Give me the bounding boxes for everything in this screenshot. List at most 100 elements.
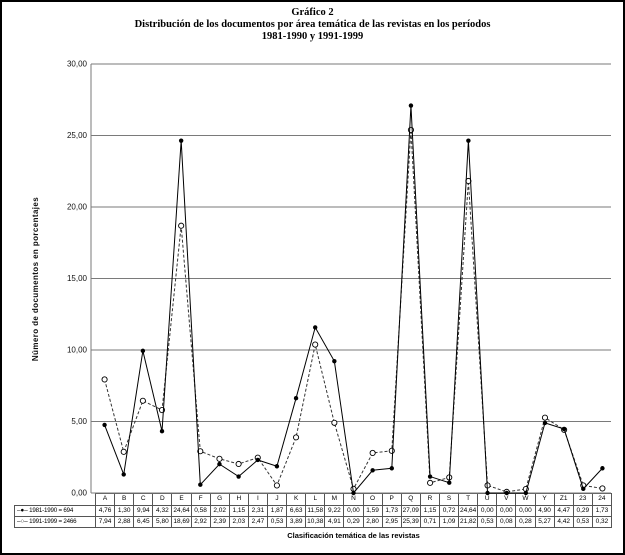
marker-open-circle [197,448,204,455]
y-tick-label: 25,00 [67,131,88,140]
chart-title-block: Gráfico 2 Distribución de los documentos… [2,7,623,43]
value-cell: 2,31 [247,505,268,517]
column-header-K: K [286,493,307,506]
open-circle-legend-icon: –○– [17,517,30,525]
column-header-23: 23 [572,493,593,506]
marker-open-circle [350,485,357,492]
marker-filled-circle [389,466,394,471]
y-tick-label: 15,00 [67,274,88,283]
value-cell: 1,15 [419,505,440,517]
value-cell: 1,30 [114,505,135,517]
value-cell: 27,09 [400,505,421,517]
value-cell: 18,69 [171,516,192,528]
column-header-C: C [133,493,154,506]
marker-open-circle [331,419,338,426]
chart-title: Gráfico 2 [291,7,334,18]
value-cell: 4,90 [534,505,555,517]
marker-filled-circle [466,138,471,143]
marker-filled-circle [121,472,126,477]
marker-open-circle [139,397,146,404]
marker-filled-circle [313,325,318,330]
value-cell: 3,89 [286,516,307,528]
y-axis-title: Número de documentos en porcentajes [31,197,40,361]
value-cell: 2,47 [247,516,268,528]
marker-open-circle [273,482,280,489]
column-header-W: W [515,493,536,506]
marker-open-circle [369,449,376,457]
marker-filled-circle [274,464,280,469]
marker-filled-circle [159,429,165,434]
marker-open-circle [599,485,606,492]
column-header-Y: Y [534,493,555,506]
marker-open-circle [178,222,185,229]
column-header-V: V [496,493,517,506]
column-header-24: 24 [591,493,613,506]
value-cell: 1,73 [591,505,613,517]
table-corner [15,494,96,506]
column-header-S: S [438,493,460,506]
column-header-R: R [419,493,440,506]
marker-open-circle [541,414,549,421]
value-cell: 0,29 [572,505,593,517]
marker-open-circle [254,454,261,461]
marker-open-circle [465,177,472,185]
table-row-series-1: –●– 1981-1990 = 694 4,76 1,30 9,94 4,32 24,64… [14,505,613,517]
marker-open-circle [446,474,453,481]
value-cell: 6,45 [133,516,154,528]
y-tick-label: 30,00 [67,60,88,69]
value-cell: 0,00 [515,505,536,517]
value-cell: 5,80 [152,516,173,528]
marker-filled-circle [542,420,548,426]
chart-data-table: A B C D E F G H I J K L M N O P Q R S T U V W Y Z1 23 24 –●– 1981-1… [14,493,613,528]
marker-open-circle [293,434,300,441]
y-tick-label: 5,00 [71,417,87,426]
value-cell: 1,73 [381,505,402,517]
value-cell: 5,27 [534,516,555,528]
value-cell: 0,72 [438,505,460,517]
marker-filled-circle [255,457,260,463]
column-header-Z1: Z1 [553,493,574,506]
column-header-B: B [114,493,135,506]
column-header-Q: Q [400,493,421,506]
value-cell: 21,82 [458,516,479,528]
value-cell: 0,00 [343,505,364,517]
value-cell: 4,32 [152,505,173,517]
column-header-M: M [324,493,345,506]
chart-period: 1981-1990 y 1991-1999 [261,31,364,42]
marker-open-circle [101,376,108,383]
marker-filled-circle [370,468,375,473]
value-cell: 4,47 [553,505,574,517]
value-cell: 4,91 [324,516,345,528]
value-cell: 4,42 [553,516,574,528]
column-header-I: I [247,493,268,506]
marker-filled-circle [198,482,203,487]
marker-filled-circle [447,480,452,485]
marker-open-circle [580,482,587,489]
value-cell: 0,28 [515,516,536,528]
value-cell: 9,94 [133,505,154,517]
marker-open-circle [120,448,127,455]
value-cell: 7,94 [94,516,116,528]
value-cell: 4,76 [94,505,116,517]
marker-open-circle [522,485,529,493]
marker-filled-circle [217,461,222,467]
marker-open-circle [407,126,414,133]
marker-open-circle [561,426,568,433]
value-cell: 0,53 [572,516,593,528]
column-header-A: A [94,493,116,506]
marker-filled-circle [427,474,433,479]
marker-open-circle [388,447,395,454]
marker-filled-circle [581,486,586,492]
value-cell: 2,92 [190,516,211,528]
value-cell: 2,03 [228,516,249,528]
marker-open-circle [484,482,491,489]
value-cell: 0,53 [266,516,288,528]
value-cell: 0,29 [343,516,364,528]
column-header-F: F [190,493,211,506]
y-tick-label: 10,00 [67,346,88,355]
value-cell: 1,59 [362,505,383,517]
column-header-T: T [458,493,479,506]
marker-filled-circle [293,395,299,401]
marker-filled-circle [332,358,337,364]
